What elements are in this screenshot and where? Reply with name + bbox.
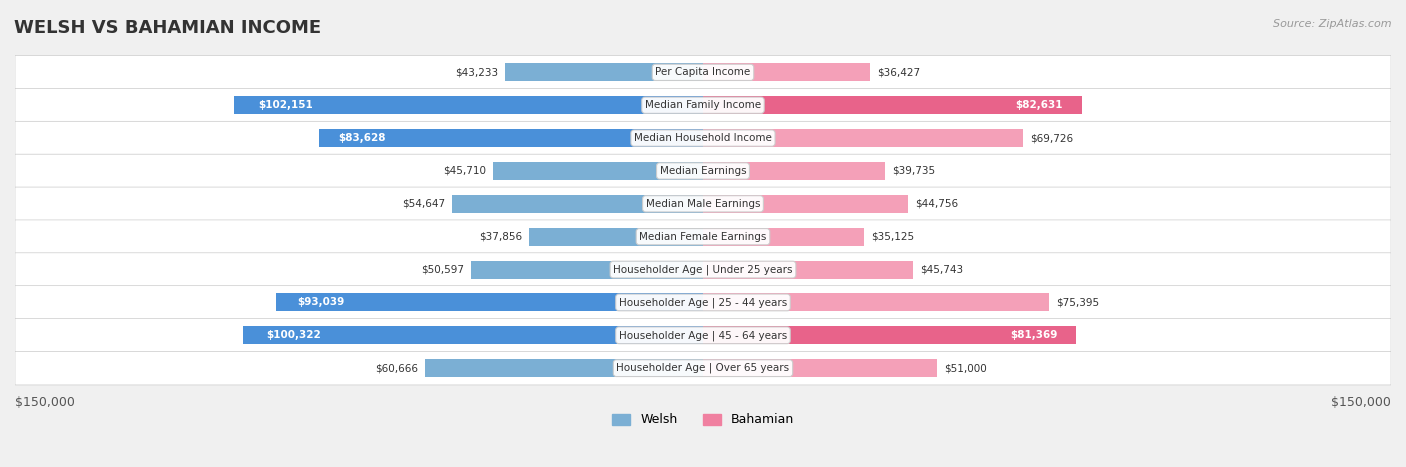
Text: $37,856: $37,856 xyxy=(479,232,523,242)
Bar xyxy=(703,359,936,377)
FancyBboxPatch shape xyxy=(15,88,1391,122)
Bar xyxy=(235,96,703,114)
FancyBboxPatch shape xyxy=(15,121,1391,155)
Text: $100,322: $100,322 xyxy=(266,330,321,340)
Text: Median Household Income: Median Household Income xyxy=(634,133,772,143)
Text: $83,628: $83,628 xyxy=(339,133,387,143)
FancyBboxPatch shape xyxy=(15,253,1391,286)
Text: Median Female Earnings: Median Female Earnings xyxy=(640,232,766,242)
Text: Per Capita Income: Per Capita Income xyxy=(655,67,751,78)
Bar xyxy=(243,326,703,344)
Text: $43,233: $43,233 xyxy=(454,67,498,78)
Text: $39,735: $39,735 xyxy=(893,166,935,176)
Bar xyxy=(703,261,912,279)
Text: $51,000: $51,000 xyxy=(943,363,987,373)
Bar xyxy=(703,64,870,81)
Bar xyxy=(505,64,703,81)
Text: $36,427: $36,427 xyxy=(877,67,920,78)
Bar xyxy=(703,293,1049,311)
Bar xyxy=(319,129,703,147)
Text: Median Family Income: Median Family Income xyxy=(645,100,761,110)
Text: $45,710: $45,710 xyxy=(443,166,486,176)
Text: $60,666: $60,666 xyxy=(375,363,418,373)
Text: $81,369: $81,369 xyxy=(1010,330,1057,340)
Bar xyxy=(425,359,703,377)
Text: $75,395: $75,395 xyxy=(1056,297,1099,307)
Bar xyxy=(703,96,1083,114)
Text: $102,151: $102,151 xyxy=(257,100,312,110)
Bar xyxy=(494,162,703,180)
FancyBboxPatch shape xyxy=(15,187,1391,220)
Text: Householder Age | Over 65 years: Householder Age | Over 65 years xyxy=(616,363,790,374)
Bar xyxy=(703,162,886,180)
Text: WELSH VS BAHAMIAN INCOME: WELSH VS BAHAMIAN INCOME xyxy=(14,19,321,37)
Bar xyxy=(703,195,908,213)
FancyBboxPatch shape xyxy=(15,154,1391,188)
Text: $50,597: $50,597 xyxy=(420,265,464,275)
Text: Householder Age | 25 - 44 years: Householder Age | 25 - 44 years xyxy=(619,297,787,308)
FancyBboxPatch shape xyxy=(15,286,1391,319)
Text: $35,125: $35,125 xyxy=(870,232,914,242)
Bar xyxy=(453,195,703,213)
Legend: Welsh, Bahamian: Welsh, Bahamian xyxy=(606,409,800,432)
Bar xyxy=(703,326,1076,344)
Text: $82,631: $82,631 xyxy=(1015,100,1063,110)
Text: Source: ZipAtlas.com: Source: ZipAtlas.com xyxy=(1274,19,1392,28)
Text: $44,756: $44,756 xyxy=(915,199,959,209)
Text: Median Male Earnings: Median Male Earnings xyxy=(645,199,761,209)
Text: $150,000: $150,000 xyxy=(15,396,75,409)
Text: Householder Age | Under 25 years: Householder Age | Under 25 years xyxy=(613,264,793,275)
Text: Householder Age | 45 - 64 years: Householder Age | 45 - 64 years xyxy=(619,330,787,340)
Text: Median Earnings: Median Earnings xyxy=(659,166,747,176)
FancyBboxPatch shape xyxy=(15,318,1391,352)
FancyBboxPatch shape xyxy=(15,56,1391,89)
FancyBboxPatch shape xyxy=(15,351,1391,385)
Bar xyxy=(703,227,865,246)
Bar xyxy=(276,293,703,311)
Bar xyxy=(471,261,703,279)
Text: $150,000: $150,000 xyxy=(1331,396,1391,409)
Text: $45,743: $45,743 xyxy=(920,265,963,275)
Bar xyxy=(703,129,1022,147)
Text: $69,726: $69,726 xyxy=(1029,133,1073,143)
Bar xyxy=(530,227,703,246)
Text: $54,647: $54,647 xyxy=(402,199,446,209)
FancyBboxPatch shape xyxy=(15,220,1391,254)
Text: $93,039: $93,039 xyxy=(298,297,344,307)
